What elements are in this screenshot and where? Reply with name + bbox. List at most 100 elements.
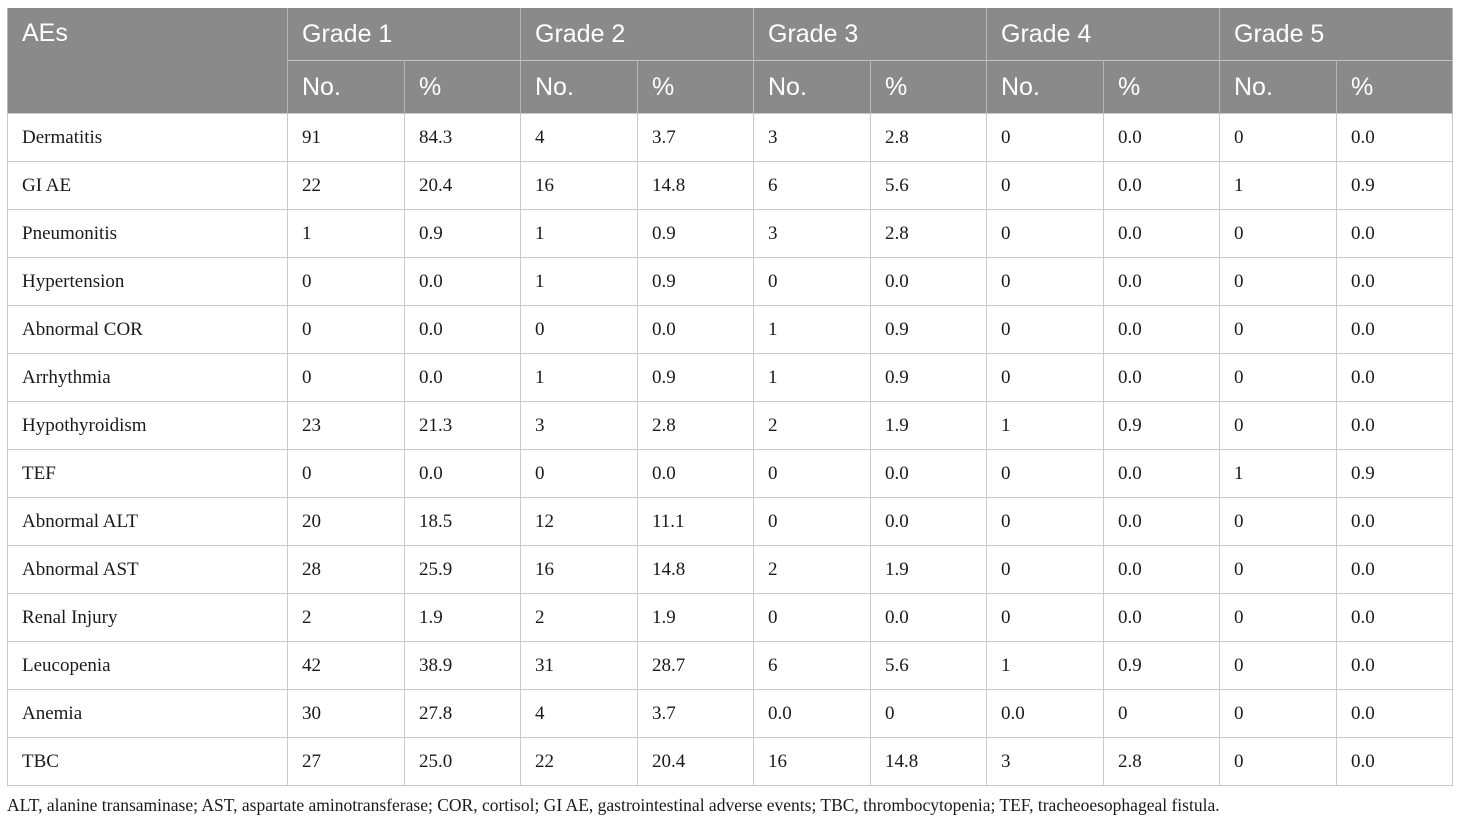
- count-cell: 0: [1219, 257, 1337, 306]
- percent-cell: 0: [1103, 689, 1220, 738]
- percent-cell: 0.0: [404, 353, 521, 402]
- table-row: Abnormal COR 0 0.0 0 0.0 1 0.9 0 0.0 0 0.0: [7, 305, 1453, 354]
- percent-cell: 0.9: [637, 257, 754, 306]
- adverse-events-table: AEs Grade 1 Grade 2 Grade 3 Grade 4 Grad…: [7, 8, 1453, 786]
- count-cell: 0: [1219, 401, 1337, 450]
- percent-cell: 0: [870, 689, 987, 738]
- ae-name-cell: Arrhythmia: [7, 353, 288, 402]
- percent-cell: 0.0: [870, 593, 987, 642]
- count-cell: 0: [1219, 305, 1337, 354]
- table-row: Hypothyroidism 23 21.3 3 2.8 2 1.9 1 0.9 0 0.0: [7, 401, 1453, 450]
- count-cell: 0: [1219, 737, 1337, 786]
- count-cell: 0: [287, 305, 405, 354]
- table-row: Anemia 30 27.8 4 3.7 0.0 0 0.0 0 0 0.0: [7, 689, 1453, 738]
- percent-cell: 14.8: [870, 737, 987, 786]
- count-cell: 0: [753, 497, 871, 546]
- percent-cell: 20.4: [404, 161, 521, 210]
- percent-cell: 5.6: [870, 641, 987, 690]
- count-cell: 0: [1219, 497, 1337, 546]
- count-cell: 16: [753, 737, 871, 786]
- count-cell: 3: [520, 401, 638, 450]
- ae-name-cell: TEF: [7, 449, 288, 498]
- percent-cell: 5.6: [870, 161, 987, 210]
- percent-cell: 2.8: [637, 401, 754, 450]
- count-cell: 16: [520, 161, 638, 210]
- count-cell: 0: [753, 449, 871, 498]
- percent-cell: 0.0: [1103, 353, 1220, 402]
- no-header: No.: [1219, 60, 1337, 114]
- percent-cell: 2.8: [870, 209, 987, 258]
- grade-5-header: Grade 5: [1219, 8, 1453, 61]
- table-row: Abnormal ALT 20 18.5 12 11.1 0 0.0 0 0.0 0 0.0: [7, 497, 1453, 546]
- percent-cell: 38.9: [404, 641, 521, 690]
- count-cell: 22: [520, 737, 638, 786]
- ae-name-cell: Anemia: [7, 689, 288, 738]
- count-cell: 3: [753, 209, 871, 258]
- percent-cell: 0.0: [1103, 161, 1220, 210]
- percent-cell: 0.0: [1336, 209, 1453, 258]
- table-row: Abnormal AST 28 25.9 16 14.8 2 1.9 0 0.0 0 0.0: [7, 545, 1453, 594]
- count-cell: 0: [986, 593, 1104, 642]
- percent-cell: 1.9: [870, 545, 987, 594]
- percent-cell: 1.9: [870, 401, 987, 450]
- ae-column-header: AEs: [7, 8, 288, 114]
- count-cell: 1: [520, 257, 638, 306]
- percent-header: %: [404, 60, 521, 114]
- percent-cell: 1.9: [637, 593, 754, 642]
- count-cell: 0: [287, 257, 405, 306]
- percent-cell: 18.5: [404, 497, 521, 546]
- percent-cell: 0.0: [1103, 497, 1220, 546]
- count-cell: 6: [753, 641, 871, 690]
- percent-cell: 25.9: [404, 545, 521, 594]
- grade-2-header: Grade 2: [520, 8, 754, 61]
- grade-4-header: Grade 4: [986, 8, 1220, 61]
- percent-cell: 0.0: [1103, 209, 1220, 258]
- percent-cell: 0.0: [1336, 113, 1453, 162]
- percent-cell: 0.0: [1336, 257, 1453, 306]
- percent-cell: 0.0: [1336, 401, 1453, 450]
- percent-cell: 0.0: [404, 257, 521, 306]
- percent-cell: 27.8: [404, 689, 521, 738]
- percent-cell: 0.0: [404, 305, 521, 354]
- percent-cell: 0.9: [1103, 401, 1220, 450]
- percent-cell: 0.0: [1336, 305, 1453, 354]
- table-row: TBC 27 25.0 22 20.4 16 14.8 3 2.8 0 0.0: [7, 737, 1453, 786]
- percent-cell: 0.0: [1336, 737, 1453, 786]
- percent-cell: 0.0: [1336, 353, 1453, 402]
- percent-header: %: [637, 60, 754, 114]
- percent-cell: 0.9: [870, 353, 987, 402]
- ae-name-cell: Hypothyroidism: [7, 401, 288, 450]
- percent-cell: 25.0: [404, 737, 521, 786]
- count-cell: 20: [287, 497, 405, 546]
- percent-cell: 0.0: [1336, 641, 1453, 690]
- percent-cell: 0.0: [1336, 545, 1453, 594]
- ae-name-cell: TBC: [7, 737, 288, 786]
- percent-cell: 0.0: [870, 257, 987, 306]
- ae-name-cell: Leucopenia: [7, 641, 288, 690]
- percent-header: %: [870, 60, 987, 114]
- count-cell: 0: [1219, 593, 1337, 642]
- percent-cell: 0.9: [1336, 449, 1453, 498]
- percent-header: %: [1336, 60, 1453, 114]
- count-cell: 91: [287, 113, 405, 162]
- count-cell: 28: [287, 545, 405, 594]
- count-cell: 1: [520, 209, 638, 258]
- count-cell: 0: [1219, 113, 1337, 162]
- ae-name-cell: Renal Injury: [7, 593, 288, 642]
- table-row: TEF 0 0.0 0 0.0 0 0.0 0 0.0 1 0.9: [7, 449, 1453, 498]
- count-cell: 6: [753, 161, 871, 210]
- percent-cell: 3.7: [637, 689, 754, 738]
- ae-name-cell: Abnormal AST: [7, 545, 288, 594]
- count-cell: 31: [520, 641, 638, 690]
- grade-3-header: Grade 3: [753, 8, 987, 61]
- count-cell: 4: [520, 113, 638, 162]
- no-header: No.: [287, 60, 405, 114]
- count-cell: 1: [520, 353, 638, 402]
- count-cell: 0: [1219, 209, 1337, 258]
- percent-cell: 0.9: [637, 209, 754, 258]
- count-cell: 1: [986, 641, 1104, 690]
- count-cell: 0: [986, 209, 1104, 258]
- table-row: Dermatitis 91 84.3 4 3.7 3 2.8 0 0.0 0 0.0: [7, 113, 1453, 162]
- count-cell: 27: [287, 737, 405, 786]
- percent-cell: 0.9: [870, 305, 987, 354]
